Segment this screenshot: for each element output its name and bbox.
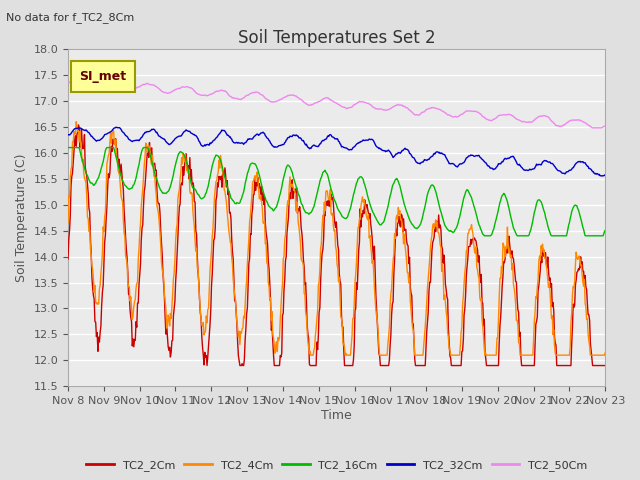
TC2_16Cm: [184, 164, 191, 170]
Title: Soil Temperatures Set 2: Soil Temperatures Set 2: [238, 29, 435, 48]
TC2_32Cm: [419, 159, 426, 165]
TC2_32Cm: [184, 129, 192, 134]
Text: SI_met: SI_met: [79, 70, 127, 83]
TC2_4Cm: [130, 304, 138, 310]
TC2_50Cm: [419, 109, 426, 115]
TC2_50Cm: [184, 84, 192, 90]
X-axis label: Time: Time: [321, 409, 352, 422]
TC2_32Cm: [113, 124, 120, 130]
TC2_2Cm: [213, 194, 221, 200]
TC2_32Cm: [403, 146, 410, 152]
TC2_32Cm: [130, 138, 138, 144]
Line: TC2_32Cm: TC2_32Cm: [68, 127, 605, 176]
TC2_16Cm: [481, 233, 489, 239]
TC2_4Cm: [75, 128, 83, 134]
Y-axis label: Soil Temperature (C): Soil Temperature (C): [15, 154, 28, 282]
TC2_4Cm: [184, 170, 192, 176]
TC2_16Cm: [602, 228, 609, 233]
TC2_2Cm: [75, 122, 83, 128]
TC2_2Cm: [64, 256, 72, 262]
TC2_50Cm: [75, 75, 83, 81]
TC2_4Cm: [307, 352, 315, 358]
Line: TC2_4Cm: TC2_4Cm: [68, 122, 605, 355]
TC2_16Cm: [64, 144, 72, 150]
TC2_32Cm: [598, 173, 606, 179]
Line: TC2_50Cm: TC2_50Cm: [68, 77, 605, 128]
TC2_50Cm: [589, 125, 596, 131]
Text: No data for f_TC2_8Cm: No data for f_TC2_8Cm: [6, 12, 134, 23]
TC2_4Cm: [64, 220, 72, 226]
TC2_16Cm: [418, 218, 426, 224]
Line: TC2_16Cm: TC2_16Cm: [68, 147, 605, 236]
TC2_16Cm: [402, 206, 410, 212]
TC2_50Cm: [403, 105, 410, 110]
TC2_4Cm: [602, 349, 609, 355]
TC2_32Cm: [602, 172, 609, 178]
Legend: TC2_2Cm, TC2_4Cm, TC2_16Cm, TC2_32Cm, TC2_50Cm: TC2_2Cm, TC2_4Cm, TC2_16Cm, TC2_32Cm, TC…: [81, 456, 592, 475]
TC2_2Cm: [130, 344, 138, 350]
TC2_16Cm: [74, 144, 81, 150]
TC2_2Cm: [184, 163, 192, 168]
TC2_4Cm: [403, 270, 411, 276]
TC2_2Cm: [74, 130, 81, 135]
TC2_2Cm: [403, 242, 411, 248]
Line: TC2_2Cm: TC2_2Cm: [68, 125, 605, 366]
TC2_50Cm: [64, 80, 72, 85]
TC2_32Cm: [74, 126, 81, 132]
TC2_50Cm: [213, 88, 221, 94]
TC2_2Cm: [419, 363, 427, 369]
TC2_4Cm: [72, 119, 80, 125]
TC2_50Cm: [130, 86, 138, 92]
TC2_16Cm: [129, 182, 137, 188]
TC2_2Cm: [236, 363, 244, 369]
TC2_4Cm: [213, 178, 221, 183]
TC2_50Cm: [602, 123, 609, 129]
TC2_50Cm: [72, 74, 80, 80]
TC2_16Cm: [212, 152, 220, 158]
TC2_32Cm: [213, 134, 221, 140]
TC2_32Cm: [64, 132, 72, 138]
TC2_4Cm: [419, 352, 427, 358]
TC2_2Cm: [602, 363, 609, 369]
